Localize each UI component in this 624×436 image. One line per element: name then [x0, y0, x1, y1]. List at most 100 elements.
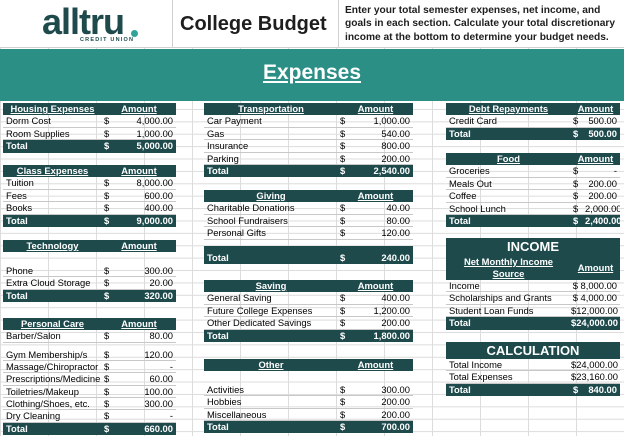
row-value[interactable]: 400.00	[116, 202, 176, 215]
row-value[interactable]: 300.00	[116, 398, 176, 411]
row-value[interactable]: 200.00	[585, 178, 620, 191]
row-label: Future College Expenses	[204, 305, 338, 318]
currency-symbol: $	[338, 115, 352, 128]
row-value[interactable]: 1,000.00	[116, 128, 176, 141]
table-row: Car Payment $1,000.00	[204, 115, 413, 128]
row-value[interactable]: 500.00	[585, 115, 620, 128]
row-value[interactable]: 200.00	[352, 317, 413, 330]
row-value[interactable]: 2,000.00	[585, 202, 620, 215]
saving-table: Saving Amount General Saving $400.00 Future …	[204, 280, 413, 342]
table-row: Clothing/Shoes, etc. $300.00	[3, 398, 176, 411]
table-row: Books $400.00	[3, 202, 176, 215]
table-header-row: Personal Care Amount	[3, 318, 176, 331]
row-label: Charitable Donations	[204, 202, 338, 215]
food-amount-header: Amount	[571, 153, 620, 166]
food-table: Food Amount Groceries $ - Meals Out $200.00 Cof…	[446, 153, 620, 228]
personal-amount-header: Amount	[102, 318, 176, 331]
row-label: Gas	[204, 128, 338, 141]
row-value[interactable]: 120.00	[352, 227, 413, 240]
row-value[interactable]: 200.00	[585, 190, 620, 203]
currency-symbol: $	[573, 383, 579, 395]
row-label: Personal Gifts	[204, 227, 338, 240]
income-header-row: Net Monthly Income Source Amount	[446, 255, 620, 280]
total-row: Total $2,400.00	[446, 214, 620, 228]
currency-symbol: $	[102, 373, 116, 386]
personal-care-table: Personal Care Amount Barber/Salon $80.00 Gym…	[3, 318, 176, 436]
row-label: School Fundraisers	[204, 215, 338, 228]
table-row: Coffee $200.00	[446, 190, 620, 203]
table-header-row: Other Amount	[204, 359, 413, 372]
row-value[interactable]: 1,000.00	[352, 115, 413, 128]
row-value[interactable]: $ 4,000.00	[571, 292, 620, 305]
row-value[interactable]: 200.00	[352, 153, 413, 165]
currency-symbol: $	[104, 422, 110, 434]
income-row: Scholarships and Grants $ 4,000.00	[446, 292, 620, 305]
currency-symbol: $	[338, 409, 352, 421]
currency-symbol: $	[571, 115, 585, 128]
row-value[interactable]: 40.00	[352, 202, 413, 215]
table-row: Gym Membership/s $120.00	[3, 343, 176, 361]
income-section: INCOME Net Monthly Income Source Amount …	[446, 238, 620, 330]
row-value[interactable]: 300.00	[352, 384, 413, 397]
income-total-row: Total $24,000.00	[446, 317, 620, 330]
row-label: Massage/Chiropractor	[3, 361, 102, 374]
row-value[interactable]: 8,000.00	[116, 177, 176, 190]
row-label: School Lunch	[446, 203, 571, 215]
row-value[interactable]: 4,000.00	[116, 115, 176, 128]
row-value[interactable]: $12,000.00	[571, 305, 620, 318]
row-value[interactable]: 300.00	[116, 265, 176, 278]
table-header-row: Giving Amount	[204, 190, 413, 203]
total-label: Total	[449, 127, 471, 139]
table-header-row: Technology Amount	[3, 240, 176, 253]
row-value[interactable]: -	[585, 165, 620, 178]
row-label: Books	[3, 202, 102, 215]
row-value[interactable]: -	[116, 410, 176, 423]
row-label: Tuition	[3, 177, 102, 190]
row-value[interactable]: 200.00	[352, 396, 413, 409]
header: alltru CREDIT UNION College Budget Enter…	[0, 0, 624, 48]
row-value[interactable]: 100.00	[116, 386, 176, 398]
row-label: Car Payment	[204, 115, 338, 128]
income-row: Income $ 8,000.00	[446, 280, 620, 293]
row-value[interactable]: 60.00	[116, 373, 176, 386]
row-value[interactable]: 800.00	[352, 140, 413, 153]
row-value[interactable]: 540.00	[352, 128, 413, 141]
row-value[interactable]: 80.00	[352, 215, 413, 228]
total-value: 2,540.00	[373, 164, 411, 176]
row-value[interactable]: 80.00	[116, 330, 176, 343]
saving-title: Saving	[204, 280, 338, 293]
table-header-row: Food Amount	[446, 153, 620, 166]
row-value[interactable]: 400.00	[352, 292, 413, 305]
calculation-section: CALCULATION Total Income $24,000.00 Total …	[446, 342, 620, 397]
total-row: Total $240.00	[204, 245, 413, 264]
row-label: Prescriptions/Medicine	[3, 373, 102, 386]
debt-amount-header: Amount	[571, 103, 620, 116]
row-value[interactable]: 20.00	[116, 277, 176, 290]
expenses-banner: Expenses	[0, 49, 624, 101]
total-value: 1,800.00	[373, 329, 411, 341]
row-label: Miscellaneous	[204, 409, 338, 421]
currency-symbol: $	[102, 128, 116, 141]
currency-symbol: $	[102, 386, 116, 398]
row-value[interactable]: $ 8,000.00	[571, 280, 620, 293]
technology-table: Technology Amount Phone $300.00 Extra Cloud …	[3, 240, 176, 302]
food-title: Food	[446, 153, 571, 166]
row-value[interactable]: -	[116, 361, 176, 374]
currency-symbol: $	[102, 177, 116, 190]
row-value[interactable]: 120.00	[116, 343, 176, 361]
housing-expenses-table: Housing Expenses Amount Dorm Cost $4,000.00…	[3, 103, 176, 153]
income-source-header: Net Monthly Income Source	[446, 255, 571, 280]
transportation-amount-header: Amount	[338, 103, 413, 116]
row-label: Room Supplies	[3, 128, 102, 141]
total-label: Total	[6, 422, 28, 434]
row-label: Barber/Salon	[3, 330, 102, 343]
logo-subtitle: CREDIT UNION	[80, 37, 135, 43]
table-row: Parking $200.00	[204, 153, 413, 165]
row-value[interactable]: 1,200.00	[352, 305, 413, 318]
row-value[interactable]: 200.00	[352, 409, 413, 421]
row-value[interactable]: 600.00	[116, 190, 176, 203]
giving-title: Giving	[204, 190, 338, 203]
total-label: Total	[6, 289, 28, 301]
currency-symbol: $	[102, 202, 116, 215]
currency-symbol: $	[102, 190, 116, 203]
